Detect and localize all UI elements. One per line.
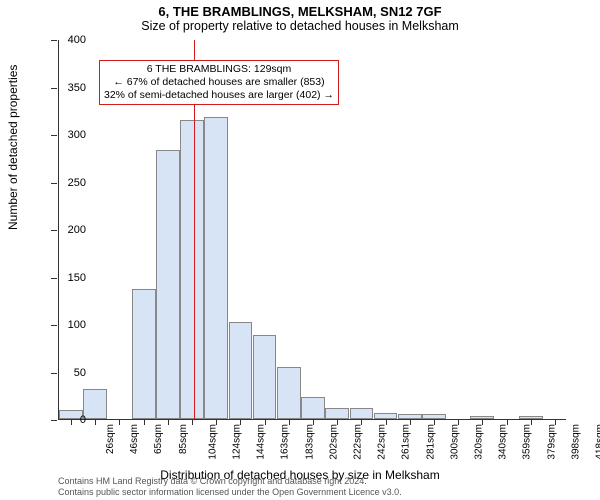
x-tick: [507, 419, 508, 425]
plot-region: 26sqm46sqm65sqm85sqm104sqm124sqm144sqm16…: [58, 40, 566, 420]
x-tick-label: 320sqm: [474, 424, 485, 460]
histogram-bar: [301, 397, 325, 419]
x-tick: [361, 419, 362, 425]
page-subtitle: Size of property relative to detached ho…: [0, 19, 600, 33]
x-tick: [531, 419, 532, 425]
y-tick-label: 250: [56, 177, 86, 189]
y-tick-label: 0: [56, 414, 86, 426]
x-tick: [386, 419, 387, 425]
x-tick-label: 85sqm: [178, 424, 189, 454]
histogram-bar: [325, 408, 349, 419]
page-title: 6, THE BRAMBLINGS, MELKSHAM, SN12 7GF: [0, 4, 600, 19]
x-tick-label: 202sqm: [328, 424, 339, 460]
x-tick-label: 242sqm: [377, 424, 388, 460]
x-tick: [144, 419, 145, 425]
x-tick: [555, 419, 556, 425]
y-tick-label: 100: [56, 319, 86, 331]
attribution-footer: Contains HM Land Registry data © Crown c…: [58, 476, 402, 498]
x-tick-label: 398sqm: [570, 424, 581, 460]
footer-line-2: Contains public sector information licen…: [58, 487, 402, 498]
histogram-bar: [132, 289, 156, 419]
x-tick-label: 222sqm: [353, 424, 364, 460]
x-tick-label: 26sqm: [105, 424, 116, 454]
x-tick: [434, 419, 435, 425]
x-tick: [168, 419, 169, 425]
footer-line-1: Contains HM Land Registry data © Crown c…: [58, 476, 402, 487]
x-tick-label: 46sqm: [129, 424, 140, 454]
x-tick: [119, 419, 120, 425]
x-tick: [313, 419, 314, 425]
y-tick-label: 400: [56, 34, 86, 46]
y-tick-label: 150: [56, 272, 86, 284]
x-tick-label: 379sqm: [546, 424, 557, 460]
x-tick: [95, 419, 96, 425]
y-tick-label: 300: [56, 129, 86, 141]
y-axis-label: Number of detached properties: [6, 65, 20, 230]
x-tick-label: 183sqm: [304, 424, 315, 460]
histogram-bar: [350, 408, 374, 419]
x-tick: [240, 419, 241, 425]
x-tick-label: 261sqm: [401, 424, 412, 460]
y-tick-label: 200: [56, 224, 86, 236]
x-tick: [482, 419, 483, 425]
y-tick-label: 50: [56, 367, 86, 379]
x-tick: [192, 419, 193, 425]
x-tick: [216, 419, 217, 425]
x-tick: [337, 419, 338, 425]
histogram-bar: [253, 335, 277, 419]
x-tick-label: 104sqm: [207, 424, 218, 460]
x-tick: [265, 419, 266, 425]
x-tick: [458, 419, 459, 425]
annotation-line: 6 THE BRAMBLINGS: 129sqm: [104, 63, 334, 76]
histogram-bar: [180, 120, 204, 419]
histogram-bar: [83, 389, 107, 419]
x-tick-label: 163sqm: [280, 424, 291, 460]
x-tick-label: 340sqm: [498, 424, 509, 460]
x-tick-label: 124sqm: [232, 424, 243, 460]
x-tick-label: 359sqm: [522, 424, 533, 460]
annotation-line: ← 67% of detached houses are smaller (85…: [104, 76, 334, 89]
annotation-box: 6 THE BRAMBLINGS: 129sqm← 67% of detache…: [99, 60, 339, 105]
x-tick-label: 144sqm: [256, 424, 267, 460]
x-tick-label: 418sqm: [594, 424, 600, 460]
y-tick-label: 350: [56, 82, 86, 94]
x-tick-label: 281sqm: [425, 424, 436, 460]
x-tick-label: 65sqm: [153, 424, 164, 454]
chart-area: 26sqm46sqm65sqm85sqm104sqm124sqm144sqm16…: [58, 40, 566, 420]
histogram-bar: [204, 117, 228, 419]
x-tick: [289, 419, 290, 425]
annotation-line: 32% of semi-detached houses are larger (…: [104, 89, 334, 102]
x-tick: [410, 419, 411, 425]
x-tick-label: 300sqm: [449, 424, 460, 460]
histogram-bar: [156, 150, 180, 419]
histogram-bar: [277, 367, 301, 419]
histogram-bar: [229, 322, 253, 419]
